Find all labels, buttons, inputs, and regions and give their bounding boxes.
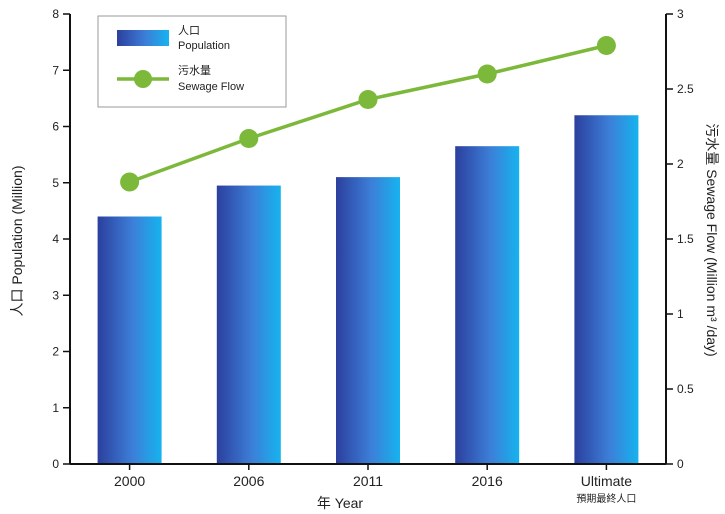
x-tick-sublabel: 預期最終人口 bbox=[576, 492, 636, 505]
legend-label-sewage-zh: 污水量 bbox=[178, 64, 211, 77]
right-tick-label: 1.5 bbox=[677, 232, 694, 246]
right-axis-title: 污水量 Sewage Flow (Million m³ /day) bbox=[704, 123, 720, 356]
right-tick-label: 0 bbox=[677, 457, 684, 471]
left-tick-label: 5 bbox=[52, 176, 59, 190]
x-tick-label: 2016 bbox=[472, 473, 503, 489]
sewage-flow-point-2000 bbox=[120, 172, 140, 192]
left-tick-label: 2 bbox=[52, 345, 59, 359]
right-tick-label: 3 bbox=[677, 7, 684, 21]
sewage-flow-line bbox=[120, 36, 616, 192]
right-tick-label: 2 bbox=[677, 157, 684, 171]
legend-label-population-zh: 人口 bbox=[178, 24, 200, 37]
x-tick-label: 2000 bbox=[114, 473, 145, 489]
population-bar-2000 bbox=[97, 216, 162, 464]
left-tick-label: 7 bbox=[52, 63, 59, 77]
legend-swatch-population bbox=[117, 30, 169, 46]
axes: 0 1 2 3 4 5 6 7 8 0 0.5 1 1.5 2 2.5 3 2000 2006 2011 2016 Ul… bbox=[52, 7, 694, 505]
right-tick-label: 0.5 bbox=[677, 382, 694, 396]
left-tick-label: 1 bbox=[52, 401, 59, 415]
population-bars bbox=[97, 115, 639, 464]
x-tick-label: 2011 bbox=[353, 473, 383, 489]
left-tick-label: 4 bbox=[52, 232, 59, 246]
left-tick-label: 0 bbox=[52, 457, 59, 471]
right-tick-label: 1 bbox=[677, 307, 684, 321]
population-bar-ultimate bbox=[574, 115, 639, 464]
legend-label-sewage-en: Sewage Flow bbox=[178, 81, 244, 93]
population-bar-2011 bbox=[336, 177, 400, 464]
legend-label-population-en: Population bbox=[178, 40, 230, 52]
left-tick-label: 6 bbox=[52, 120, 59, 134]
x-axis-title: 年 Year bbox=[317, 495, 364, 511]
sewage-flow-point-2006 bbox=[239, 129, 259, 148]
population-bar-2016 bbox=[455, 146, 520, 464]
population-bar-2006 bbox=[216, 185, 281, 464]
left-tick-label: 8 bbox=[52, 7, 59, 21]
left-axis-title: 人口 Population (Million) bbox=[9, 166, 25, 317]
sewage-flow-point-ultimate bbox=[596, 36, 616, 55]
right-tick-label: 2.5 bbox=[677, 82, 694, 96]
x-tick-label: 2006 bbox=[233, 473, 264, 489]
left-tick-label: 3 bbox=[52, 288, 59, 302]
sewage-flow-point-2011 bbox=[358, 90, 378, 109]
sewage-flow-point-2016 bbox=[477, 64, 497, 84]
x-tick-label: Ultimate bbox=[581, 473, 633, 489]
legend: 人口 Population 污水量 Sewage Flow bbox=[97, 15, 287, 108]
legend-swatch-sewage-marker bbox=[134, 70, 152, 88]
